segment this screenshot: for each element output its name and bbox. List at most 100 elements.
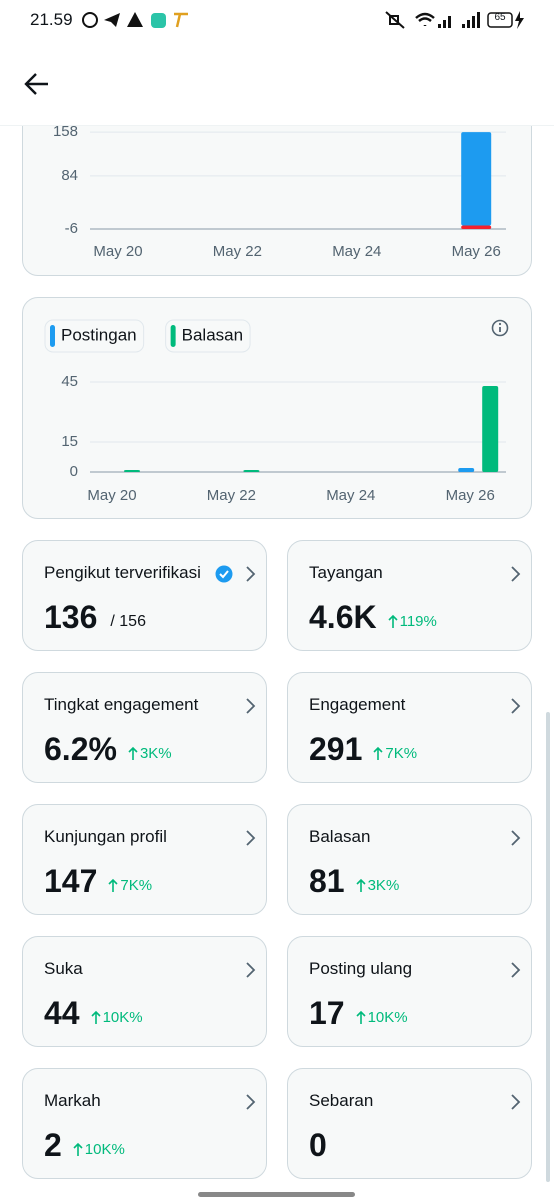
legend-label: Postingan xyxy=(61,325,137,344)
chevron xyxy=(244,697,256,720)
status-time: 21.59 xyxy=(30,10,73,29)
chevron xyxy=(244,829,256,852)
bar xyxy=(482,386,499,472)
card-change: 3K% xyxy=(139,745,172,762)
scrollbar xyxy=(546,712,550,1182)
card-value: 2 xyxy=(44,1127,62,1163)
bar xyxy=(243,470,260,472)
legend-item: Balasan xyxy=(165,319,251,353)
legend-pill xyxy=(165,319,251,353)
up-arrow-icon xyxy=(388,614,398,628)
card-change: 7K% xyxy=(120,877,153,894)
change-arrow xyxy=(388,614,398,634)
card-title: Kunjungan profil xyxy=(44,827,167,846)
y-tick-label: 45 xyxy=(61,373,78,390)
bar xyxy=(461,225,492,229)
chevron-icon xyxy=(246,698,256,714)
card-value: 4.6K xyxy=(309,599,377,635)
card-value: 44 xyxy=(44,995,80,1031)
x-tick-label: May 24 xyxy=(326,487,375,504)
stat-card[interactable]: Suka 44 10K% xyxy=(22,936,267,1047)
verified-badge xyxy=(215,565,233,588)
chevron xyxy=(244,961,256,984)
x-tick-label: May 26 xyxy=(452,243,501,260)
y-tick-label: 158 xyxy=(53,123,78,140)
chevron-icon xyxy=(511,566,521,582)
back-button[interactable] xyxy=(24,72,50,96)
change-arrow xyxy=(356,1010,366,1030)
legend-pill xyxy=(44,319,145,353)
stat-card[interactable]: Engagement 291 7K% xyxy=(287,672,532,783)
chevron xyxy=(509,697,521,720)
card-title: Pengikut terverifikasi xyxy=(44,563,201,582)
up-arrow-icon xyxy=(373,746,383,760)
up-arrow-icon xyxy=(108,878,118,892)
chevron xyxy=(244,565,256,588)
card-change: 10K% xyxy=(367,1009,408,1026)
bar xyxy=(124,470,140,472)
x-tick-label: May 22 xyxy=(207,487,256,504)
card-change: 3K% xyxy=(367,877,400,894)
stat-card[interactable]: Sebaran 0 xyxy=(287,1068,532,1179)
chevron-icon xyxy=(246,962,256,978)
bar xyxy=(458,468,475,472)
chart: 45 15 0 May 20 May 22 May 24 May 26 Postingan Ba… xyxy=(44,319,509,504)
card-title: Engagement xyxy=(309,695,406,714)
chevron xyxy=(509,829,521,852)
card-value: 291 xyxy=(309,731,363,767)
stat-card[interactable]: Markah 2 10K% xyxy=(22,1068,267,1179)
card-title: Suka xyxy=(44,959,83,978)
chart: 158 84 -6 May 20 May 22 May 24 May 26 xyxy=(53,123,506,260)
card-value: 136 xyxy=(44,599,98,635)
stat-card[interactable]: Tayangan 4.6K 119% xyxy=(287,540,532,651)
x-tick-label: May 22 xyxy=(213,243,262,260)
stat-card[interactable]: Tingkat engagement 6.2% 3K% xyxy=(22,672,267,783)
change-arrow xyxy=(373,746,383,766)
chevron-icon xyxy=(246,566,256,582)
change-arrow xyxy=(73,1142,83,1162)
change-arrow xyxy=(356,878,366,898)
card-change: 10K% xyxy=(102,1009,143,1026)
header xyxy=(0,40,554,126)
change-arrow xyxy=(91,1010,101,1030)
status-icons xyxy=(82,12,188,28)
change-arrow xyxy=(128,746,138,766)
card-title: Tayangan xyxy=(309,563,383,582)
up-arrow-icon xyxy=(128,746,138,760)
up-arrow-icon xyxy=(73,1142,83,1156)
info-icon[interactable] xyxy=(491,319,509,337)
change-arrow xyxy=(108,878,118,898)
card-title: Tingkat engagement xyxy=(44,695,199,714)
chevron xyxy=(244,1093,256,1116)
card-change: 10K% xyxy=(84,1141,125,1158)
chevron-icon xyxy=(246,1094,256,1110)
chevron xyxy=(509,961,521,984)
card-change: 119% xyxy=(399,613,437,630)
legend-swatch xyxy=(170,325,176,347)
stat-card[interactable]: Kunjungan profil 147 7K% xyxy=(22,804,267,915)
verified-icon xyxy=(215,565,233,583)
chevron xyxy=(509,1093,521,1116)
chevron-icon xyxy=(511,698,521,714)
stat-card[interactable]: Posting ulang 17 10K% xyxy=(287,936,532,1047)
y-tick-label: 84 xyxy=(61,167,78,184)
x-tick-label: May 24 xyxy=(332,243,381,260)
card-total: / 156 xyxy=(110,613,146,630)
card-value: 147 xyxy=(44,863,98,899)
up-arrow-icon xyxy=(356,878,366,892)
stat-card[interactable]: Balasan 81 3K% xyxy=(287,804,532,915)
chevron-icon xyxy=(511,1094,521,1110)
legend-item: Postingan xyxy=(44,319,145,353)
stat-card[interactable]: Pengikut terverifikasi 136 / 156 xyxy=(22,540,267,651)
card-value: 81 xyxy=(309,863,345,899)
status-right-icons xyxy=(385,11,524,29)
x-tick-label: May 20 xyxy=(93,243,142,260)
y-tick-label: 0 xyxy=(70,463,78,480)
x-tick-label: May 20 xyxy=(87,487,136,504)
battery-level: 65 xyxy=(494,12,506,23)
bar xyxy=(461,132,492,226)
card-value: 17 xyxy=(309,995,345,1031)
card-title: Posting ulang xyxy=(309,959,413,978)
legend-label: Balasan xyxy=(182,325,243,344)
